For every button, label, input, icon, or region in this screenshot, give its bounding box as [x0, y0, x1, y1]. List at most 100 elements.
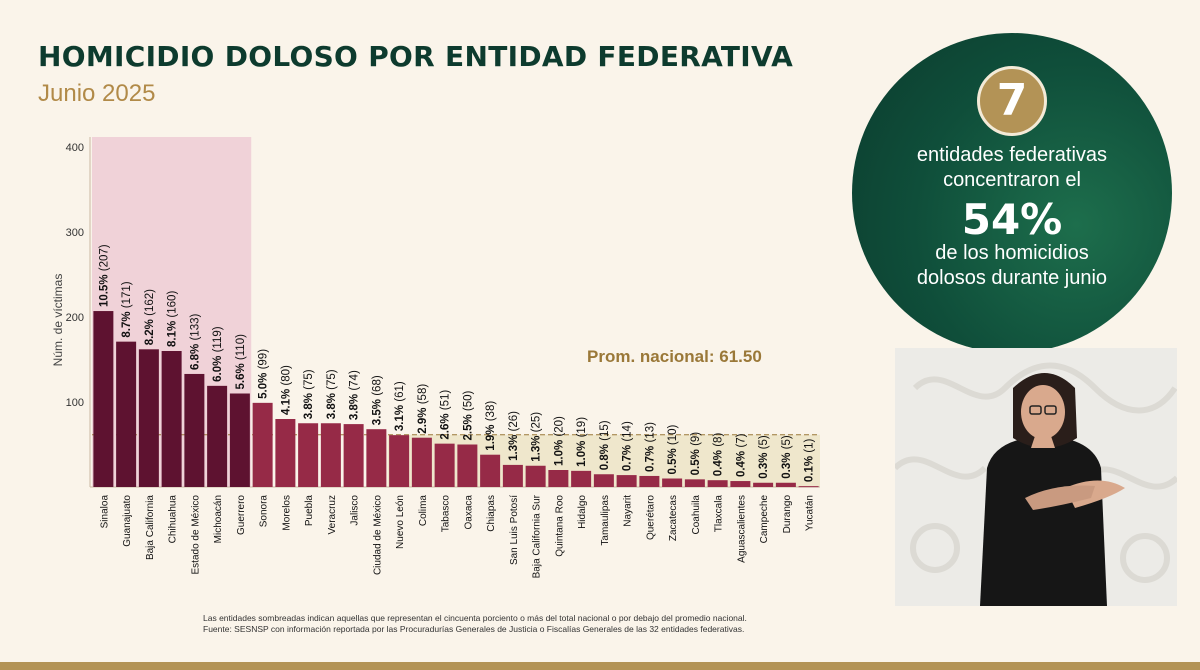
- page-title: HOMICIDIO DOLOSO POR ENTIDAD FEDERATIVA: [38, 40, 794, 73]
- bar: [730, 481, 751, 487]
- bar-value-label: 2.6% (51): [440, 390, 452, 440]
- bar-value-label: 1.3% (26): [508, 411, 520, 461]
- bar-value-label: 3.1% (61): [394, 381, 406, 431]
- bar: [229, 393, 250, 487]
- category-label: Morelos: [281, 495, 292, 531]
- bar: [525, 465, 546, 487]
- bar: [753, 482, 774, 487]
- bar: [684, 479, 705, 487]
- bar: [548, 470, 569, 487]
- category-label: Tlaxcala: [714, 495, 725, 533]
- category-label: Sonora: [259, 495, 270, 528]
- bar: [275, 419, 296, 487]
- bar-value-label: 0.4% (7): [735, 433, 747, 477]
- bar-value-label: 3.5% (68): [371, 375, 383, 425]
- category-label: Aguascalientes: [736, 495, 747, 563]
- y-tick-label: 100: [66, 397, 84, 409]
- y-tick-label: 400: [66, 142, 84, 154]
- bar-value-label: 1.0% (20): [553, 416, 565, 466]
- callout-percent: 54%: [961, 195, 1063, 244]
- category-label: Yucatán: [805, 495, 816, 531]
- bar-value-label: 2.5% (50): [462, 390, 474, 440]
- bar: [116, 341, 137, 487]
- category-label: Oaxaca: [463, 495, 474, 530]
- category-label: Chihuahua: [168, 495, 179, 544]
- category-label: Veracruz: [327, 495, 338, 534]
- bar-value-label: 0.1% (1): [804, 439, 816, 483]
- category-label: Querétaro: [645, 495, 656, 540]
- category-label: Zacatecas: [668, 495, 679, 541]
- callout-number-badge: 7: [977, 66, 1047, 136]
- y-axis-label: Núm. de víctimas: [51, 274, 65, 367]
- summary-callout: 7 entidades federativas concentraron el …: [852, 33, 1172, 353]
- bar-value-label: 8.2% (162): [144, 289, 156, 345]
- bar: [366, 429, 387, 487]
- category-label: Nayarit: [623, 495, 634, 527]
- bar: [457, 444, 478, 487]
- callout-text-before: entidades federativas concentraron el: [916, 144, 1108, 191]
- bar-value-label: 0.8% (15): [599, 420, 611, 470]
- category-label: San Luis Potosí: [509, 495, 520, 565]
- category-label: Michoacán: [213, 495, 224, 543]
- bar-value-label: 0.5% (10): [667, 424, 679, 474]
- bar: [411, 437, 432, 487]
- bar-value-label: 0.3% (5): [758, 435, 770, 479]
- bar: [298, 423, 319, 487]
- category-label: Hidalgo: [577, 495, 588, 529]
- category-label: Baja California: [145, 495, 156, 560]
- bar: [138, 349, 159, 487]
- category-label: Estado de México: [190, 495, 201, 575]
- bar-value-label: 5.6% (110): [235, 334, 247, 390]
- bar-value-label: 0.5% (9): [690, 432, 702, 476]
- bar: [616, 475, 637, 487]
- bar-value-label: 0.4% (8): [713, 433, 725, 477]
- category-label: Jalisco: [350, 495, 361, 526]
- footnote-line-1: Las entidades sombreadas indican aquella…: [203, 613, 747, 623]
- footnote-line-2: Fuente: SESNSP con información reportada…: [203, 623, 745, 634]
- bar: [184, 373, 205, 487]
- bar-value-label: 3.8% (75): [326, 369, 338, 419]
- sign-language-interpreter-video: [895, 348, 1177, 606]
- bar: [775, 482, 796, 487]
- bar-value-label: 0.7% (13): [644, 422, 656, 472]
- bar: [502, 464, 523, 487]
- bar-value-label: 3.8% (75): [303, 369, 315, 419]
- category-label: Sinaloa: [99, 495, 110, 529]
- category-label: Campeche: [759, 495, 770, 544]
- category-label: Tamaulipas: [600, 495, 611, 546]
- category-label: Colima: [418, 495, 429, 527]
- category-label: Nuevo León: [395, 495, 406, 549]
- bar-value-label: 3.8% (74): [349, 370, 361, 420]
- bar-value-label: 6.0% (119): [212, 326, 224, 382]
- bar-value-label: 6.8% (133): [189, 314, 201, 370]
- bar-value-label: 0.3% (5): [781, 435, 793, 479]
- bar-value-label: 8.1% (160): [167, 291, 179, 347]
- bar-value-label: 8.7% (171): [121, 281, 133, 337]
- category-label: Chiapas: [486, 495, 497, 532]
- category-label: Puebla: [304, 495, 315, 527]
- bar: [252, 402, 273, 487]
- page-subtitle: Junio 2025: [38, 80, 156, 107]
- y-tick-label: 300: [66, 227, 84, 239]
- category-label: Tabasco: [441, 495, 452, 533]
- bottom-accent-bar: [0, 662, 1200, 670]
- category-label: Guerrero: [236, 495, 247, 535]
- bar-value-label: 1.3% (25): [531, 412, 543, 462]
- bar: [93, 311, 114, 487]
- bar-value-label: 10.5% (207): [98, 244, 110, 307]
- bar-value-label: 5.0% (99): [258, 349, 270, 399]
- bar: [639, 475, 660, 487]
- y-tick-label: 200: [66, 312, 84, 324]
- bar: [389, 435, 410, 487]
- bar: [707, 480, 728, 487]
- bar-value-label: 1.0% (19): [576, 417, 588, 467]
- interpreter-image: [895, 348, 1177, 606]
- footnote: Las entidades sombreadas indican aquella…: [203, 613, 747, 634]
- category-label: Baja California Sur: [532, 494, 543, 578]
- category-label: Durango: [782, 495, 793, 534]
- bar: [593, 474, 614, 487]
- category-label: Coahuila: [691, 495, 702, 535]
- bar-value-label: 4.1% (80): [280, 365, 292, 415]
- average-label: Prom. nacional: 61.50: [587, 347, 762, 366]
- bar: [662, 478, 683, 487]
